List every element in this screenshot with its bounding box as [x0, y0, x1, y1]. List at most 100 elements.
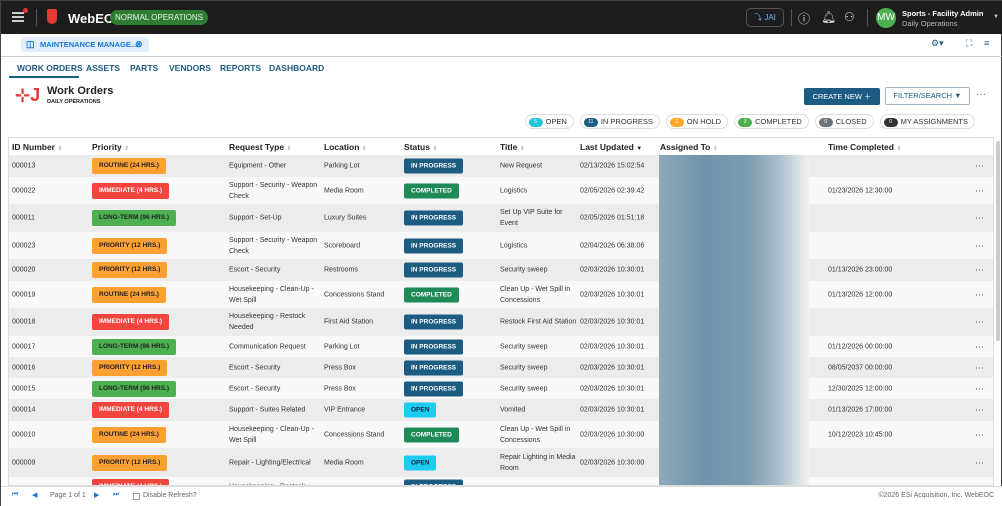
id-cell[interactable]: 000023 — [12, 242, 36, 249]
table-row[interactable]: 000011 LONG-TERM (96 HRS.) Support - Set… — [9, 204, 993, 232]
column-header-assigned-to[interactable]: Assigned To ⇕ — [660, 142, 718, 152]
row-menu-icon[interactable]: ··· — [975, 316, 984, 327]
menu-icon[interactable] — [12, 12, 24, 22]
search-list-icon[interactable]: ≡ — [984, 38, 990, 48]
id-cell[interactable]: 000020 — [12, 266, 36, 274]
avatar[interactable]: MW — [876, 8, 896, 28]
table-row[interactable]: 000019 ROUTINE (24 HRS.) Housekeeping - … — [9, 281, 993, 308]
row-menu-icon[interactable]: ··· — [975, 160, 984, 171]
id-cell[interactable]: 000018 — [12, 318, 36, 326]
filter-chip-my-assignments[interactable]: 0 MY ASSIGNMENTS — [879, 114, 975, 129]
id-cell[interactable]: 000014 — [12, 406, 36, 414]
tab-dashboard[interactable]: DASHBOARD — [269, 63, 325, 73]
scrollbar-thumb[interactable] — [996, 141, 1000, 341]
title-cell: Repair Lighting in Media Room — [500, 453, 576, 472]
location-cell: Parking Lot — [324, 162, 360, 170]
user-settings-icon[interactable]: ⚇ — [844, 10, 855, 24]
row-menu-icon[interactable]: ··· — [975, 289, 984, 299]
table-row[interactable]: 000009 PRIORITY (12 HRS.) Repair - Light… — [9, 448, 993, 477]
table-row[interactable]: 000018 IMMEDIATE (4 HRS.) Housekeeping -… — [9, 308, 993, 336]
tab-assets[interactable]: ASSETS — [86, 63, 121, 73]
status-badge: IN PROGRESS — [404, 314, 464, 330]
column-header-location[interactable]: Location ⇕ — [324, 142, 367, 152]
prev-page-icon[interactable]: ◀ — [32, 492, 38, 499]
count-badge: 0 — [883, 118, 898, 127]
id-cell[interactable]: 000017 — [12, 343, 36, 350]
column-header-title[interactable]: Title ⇕ — [500, 142, 525, 152]
id-cell[interactable]: 000022 — [12, 187, 36, 194]
filter-chip-completed[interactable]: 3 COMPLETED — [734, 114, 809, 129]
table-row[interactable]: IMMEDIATE (4 HRS.) Housekeeping - Restoc… — [9, 477, 993, 486]
table-row[interactable]: 000017 LONG-TERM (96 HRS.) Communication… — [9, 336, 993, 357]
filter-chip-open[interactable]: 5 OPEN — [524, 114, 574, 129]
tab-work-orders[interactable]: WORK ORDERS — [17, 63, 83, 73]
row-menu-icon[interactable]: ··· — [975, 185, 984, 195]
table-row[interactable]: 000023 PRIORITY (12 HRS.) Support - Secu… — [9, 232, 993, 259]
request-type-cell: Equipment - Other — [229, 162, 287, 170]
fullscreen-icon[interactable]: ⛶ — [966, 38, 973, 48]
id-cell[interactable]: 000009 — [12, 459, 36, 466]
filter-chip-on-hold[interactable]: 1 ON HOLD — [665, 114, 729, 129]
disable-refresh-label: Disable Refresh? — [143, 492, 197, 499]
id-cell[interactable]: 000013 — [12, 162, 36, 170]
title-cell: Logistics — [500, 187, 528, 194]
table-row[interactable]: 000013 ROUTINE (24 HRS.) Equipment - Oth… — [9, 155, 993, 177]
alert-settings-icon[interactable]: ⚙▾ — [931, 38, 944, 48]
last-updated-cell: 02/03/2026 10:30:01 — [580, 291, 645, 298]
row-menu-icon[interactable]: ··· — [975, 383, 984, 393]
more-options-icon[interactable]: ··· — [976, 89, 986, 100]
board-tab[interactable]: ◫ MAINTENANCE MANAGE... ⊗ — [21, 37, 149, 52]
notification-dot — [23, 8, 28, 13]
filter-chip-in-progress[interactable]: 11 IN PROGRESS — [579, 114, 660, 129]
column-header-request-type[interactable]: Request Type ⇕ — [229, 142, 292, 152]
create-new-button[interactable]: CREATE NEW ＋ — [804, 88, 880, 105]
table-row[interactable]: 000022 IMMEDIATE (4 HRS.) Support - Secu… — [9, 177, 993, 204]
row-menu-icon[interactable]: ··· — [975, 404, 984, 415]
help-icon[interactable]: ⓘ — [798, 12, 811, 26]
row-menu-icon[interactable]: ··· — [975, 341, 984, 351]
id-cell[interactable]: 000015 — [12, 385, 36, 392]
id-cell[interactable]: 000016 — [12, 364, 36, 371]
column-label: Title — [500, 142, 518, 152]
row-menu-icon[interactable]: ··· — [975, 429, 984, 439]
filter-chip-label: COMPLETED — [755, 117, 802, 126]
column-header-time-completed[interactable]: Time Completed ⇕ — [828, 142, 901, 152]
row-menu-icon[interactable]: ··· — [975, 482, 984, 486]
table-row[interactable]: 000015 LONG-TERM (96 HRS.) Escort - Secu… — [9, 378, 993, 399]
row-menu-icon[interactable]: ··· — [975, 240, 984, 250]
table-row[interactable]: 000010 ROUTINE (24 HRS.) Housekeeping - … — [9, 421, 993, 448]
row-menu-icon[interactable]: ··· — [975, 264, 984, 275]
row-menu-icon[interactable]: ··· — [975, 362, 984, 372]
last-page-icon[interactable]: ⏭ — [113, 491, 120, 498]
chevron-down-icon[interactable]: ▼ — [993, 14, 999, 20]
next-page-icon[interactable]: ▶ — [94, 492, 100, 499]
column-header-last-updated[interactable]: Last Updated ▼ — [580, 142, 642, 152]
id-cell[interactable]: 000019 — [12, 291, 36, 298]
filter-search-button[interactable]: FILTER/SEARCH ▼ — [885, 87, 970, 105]
tab-reports[interactable]: REPORTS — [220, 63, 262, 73]
row-menu-icon[interactable]: ··· — [975, 457, 984, 467]
title-cell: Security sweep — [500, 343, 548, 350]
first-page-icon[interactable]: ⏮ — [12, 491, 19, 498]
jai-button[interactable]: ⤵ JAI — [746, 8, 784, 27]
tab-vendors[interactable]: VENDORS — [169, 63, 212, 73]
column-label: Status — [404, 142, 430, 152]
disable-refresh-checkbox[interactable] — [133, 493, 140, 500]
table-row[interactable]: 000020 PRIORITY (12 HRS.) Escort - Secur… — [9, 259, 993, 281]
title-cell: Restock First Aid Station — [500, 318, 577, 326]
table-row[interactable]: 000014 IMMEDIATE (4 HRS.) Support - Suit… — [9, 399, 993, 421]
column-header-id-number[interactable]: ID Number ⇕ — [12, 142, 62, 152]
id-cell[interactable]: 000010 — [12, 431, 36, 438]
row-menu-icon[interactable]: ··· — [975, 212, 984, 223]
user-name[interactable]: Sports - Facility Admin — [902, 9, 984, 18]
request-type-cell: Communication Request — [229, 343, 306, 350]
id-cell[interactable]: 000011 — [12, 214, 35, 222]
work-orders-logo-icon: ⊹J — [15, 85, 41, 105]
column-header-priority[interactable]: Priority ⇕ — [92, 142, 129, 152]
filter-chip-closed[interactable]: 0 CLOSED — [814, 114, 874, 129]
bell-icon[interactable]: 🔔︎ — [821, 10, 837, 24]
table-row[interactable]: 000016 PRIORITY (12 HRS.) Escort - Secur… — [9, 357, 993, 378]
tab-parts[interactable]: PARTS — [130, 63, 159, 73]
column-header-status[interactable]: Status ⇕ — [404, 142, 437, 152]
close-icon[interactable]: ⊗ — [135, 39, 143, 49]
